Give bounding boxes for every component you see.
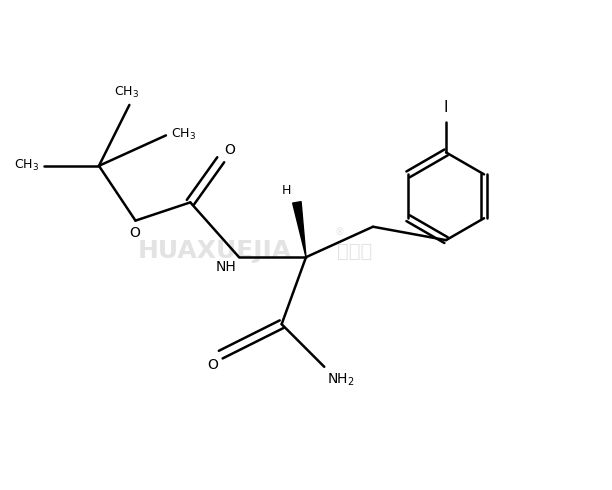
Text: 化学加: 化学加 (337, 242, 372, 261)
Polygon shape (293, 202, 306, 257)
Text: CH$_3$: CH$_3$ (14, 158, 39, 173)
Text: HUAXUEJIA: HUAXUEJIA (138, 239, 292, 263)
Text: I: I (444, 99, 449, 115)
Text: O: O (207, 358, 218, 372)
Text: CH$_3$: CH$_3$ (171, 126, 196, 142)
Text: H: H (282, 185, 291, 197)
Text: ®: ® (335, 226, 345, 237)
Text: NH: NH (215, 260, 236, 274)
Text: CH$_3$: CH$_3$ (114, 85, 139, 100)
Text: O: O (129, 225, 140, 240)
Text: O: O (224, 143, 234, 157)
Text: NH$_2$: NH$_2$ (327, 372, 355, 388)
